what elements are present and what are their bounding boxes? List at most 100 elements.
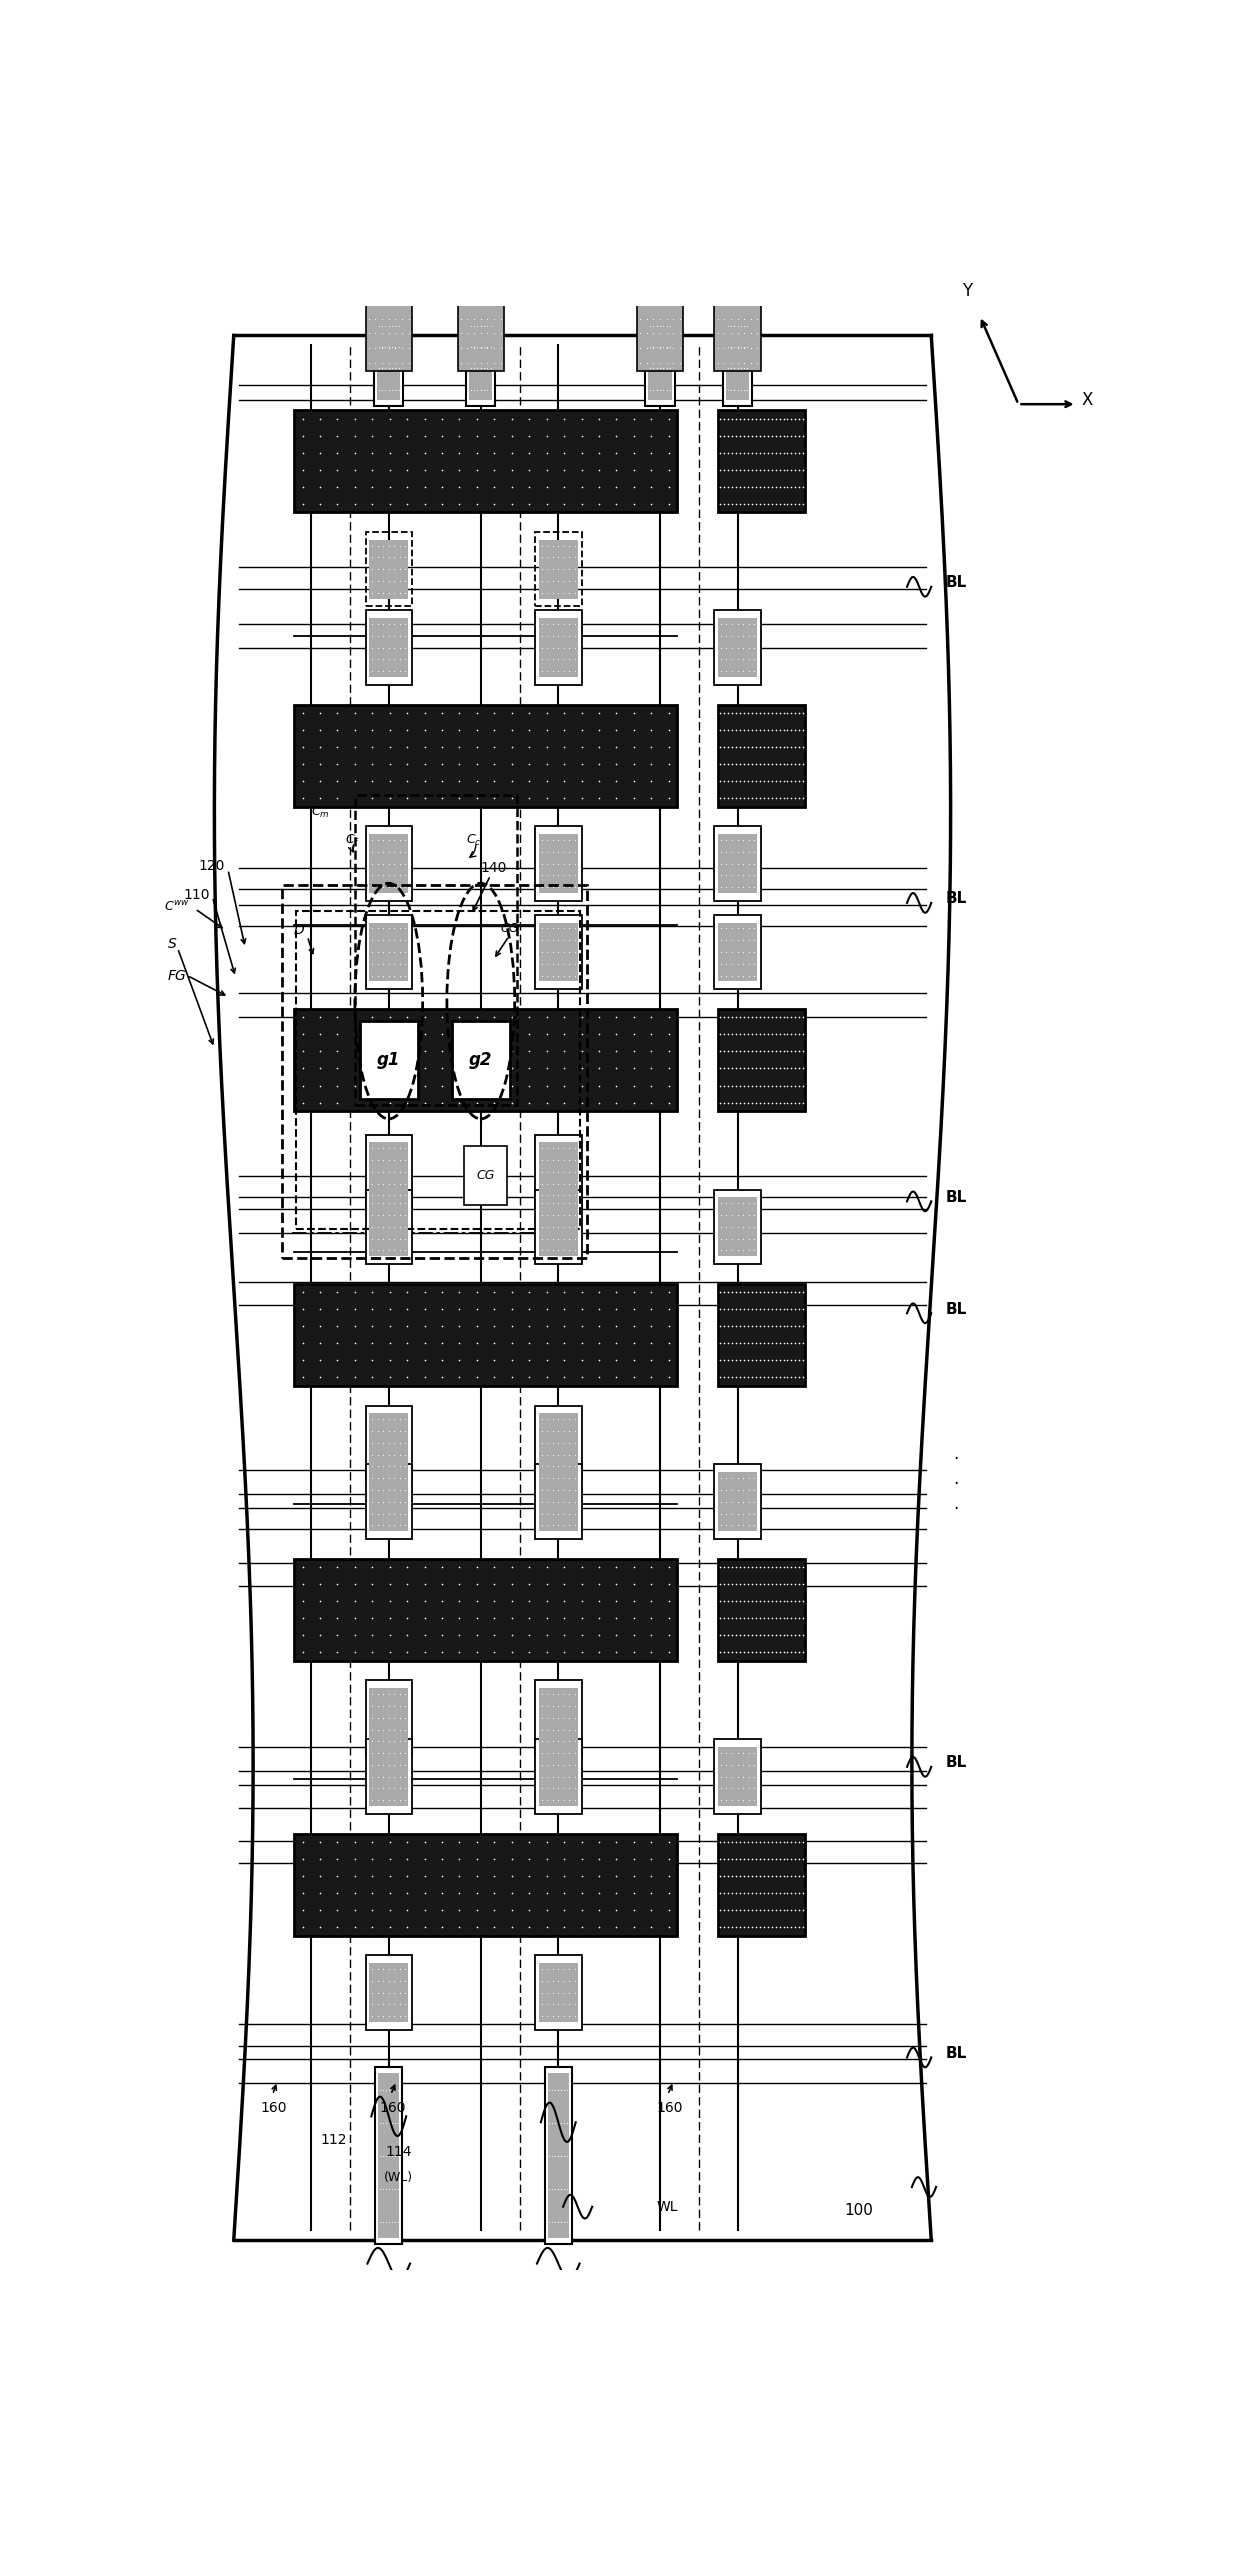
Point — [734, 1357, 754, 1397]
Point — [670, 298, 690, 339]
Point — [398, 1272, 418, 1313]
Point — [379, 1767, 399, 1808]
Point — [714, 1907, 734, 1948]
Point — [310, 1015, 330, 1056]
Point — [395, 1971, 415, 2012]
Point — [292, 1872, 312, 1912]
Point — [536, 1048, 556, 1089]
Point — [559, 1731, 579, 1772]
Point — [538, 1721, 558, 1762]
Point — [559, 1744, 579, 1785]
Point — [606, 467, 626, 507]
Point — [746, 1066, 766, 1107]
Point — [554, 867, 574, 908]
Bar — [370, 834, 408, 892]
Point — [468, 760, 488, 801]
Point — [789, 1030, 809, 1071]
Point — [362, 1821, 382, 1861]
Point — [644, 298, 664, 339]
Point — [789, 1048, 809, 1089]
Point — [739, 1469, 759, 1510]
Point — [542, 844, 562, 885]
Point — [468, 467, 488, 507]
Point — [549, 1984, 569, 2025]
Point — [542, 1459, 562, 1499]
Point — [451, 314, 471, 354]
Point — [765, 997, 785, 1038]
Point — [390, 1459, 410, 1499]
Point — [531, 604, 551, 645]
Point — [395, 1163, 415, 1204]
Point — [390, 844, 410, 885]
Point — [345, 778, 365, 819]
Point — [362, 1163, 382, 1204]
Point — [374, 1744, 394, 1785]
Point — [501, 1323, 521, 1364]
Point — [761, 1272, 781, 1313]
Point — [554, 1563, 574, 1604]
Point — [390, 1731, 410, 1772]
Point — [726, 431, 746, 472]
Point — [468, 347, 488, 388]
Point — [384, 1176, 404, 1216]
Point — [380, 1048, 400, 1089]
Bar — [539, 1198, 578, 1257]
Point — [565, 627, 585, 668]
Point — [362, 1357, 382, 1397]
Point — [519, 778, 539, 819]
Point — [744, 627, 764, 668]
Point — [559, 1698, 579, 1739]
Point — [571, 1907, 591, 1948]
Point — [710, 1323, 730, 1364]
Point — [362, 1744, 382, 1785]
Point — [785, 1821, 805, 1861]
Point — [398, 398, 418, 439]
Point — [716, 1219, 736, 1260]
Point — [711, 1482, 731, 1522]
Point — [794, 1839, 814, 1879]
Point — [390, 1948, 410, 1989]
Point — [761, 709, 781, 750]
Point — [774, 1839, 794, 1879]
Point — [398, 709, 418, 750]
Point — [571, 467, 591, 507]
Point — [711, 944, 731, 984]
Bar — [714, 1188, 761, 1265]
Point — [718, 1323, 738, 1364]
Point — [531, 1176, 551, 1216]
Point — [559, 1127, 579, 1168]
Point — [741, 1066, 761, 1107]
Point — [659, 1357, 679, 1397]
Point — [794, 1890, 814, 1930]
Point — [538, 931, 558, 972]
Point — [565, 1469, 585, 1510]
Point — [380, 1632, 400, 1673]
Point — [369, 306, 389, 347]
Point — [362, 1219, 382, 1260]
Point — [758, 1581, 778, 1622]
Point — [722, 1504, 742, 1545]
Point — [738, 1081, 758, 1122]
Point — [711, 819, 731, 859]
Point — [781, 745, 801, 785]
Point — [542, 819, 562, 859]
Point — [362, 1081, 382, 1122]
Point — [770, 484, 790, 525]
Point — [384, 1721, 404, 1762]
Point — [644, 306, 664, 347]
Point — [660, 286, 680, 326]
Point — [794, 997, 814, 1038]
Point — [746, 1907, 766, 1948]
Point — [384, 1196, 404, 1237]
Point — [789, 1907, 809, 1948]
Point — [774, 1081, 794, 1122]
Point — [432, 1890, 452, 1930]
Point — [738, 1581, 758, 1622]
Point — [310, 1357, 330, 1397]
Point — [549, 525, 569, 566]
Point — [531, 831, 551, 872]
Point — [754, 1872, 774, 1912]
Point — [718, 1856, 738, 1897]
Point — [785, 1563, 805, 1604]
Point — [384, 627, 404, 668]
